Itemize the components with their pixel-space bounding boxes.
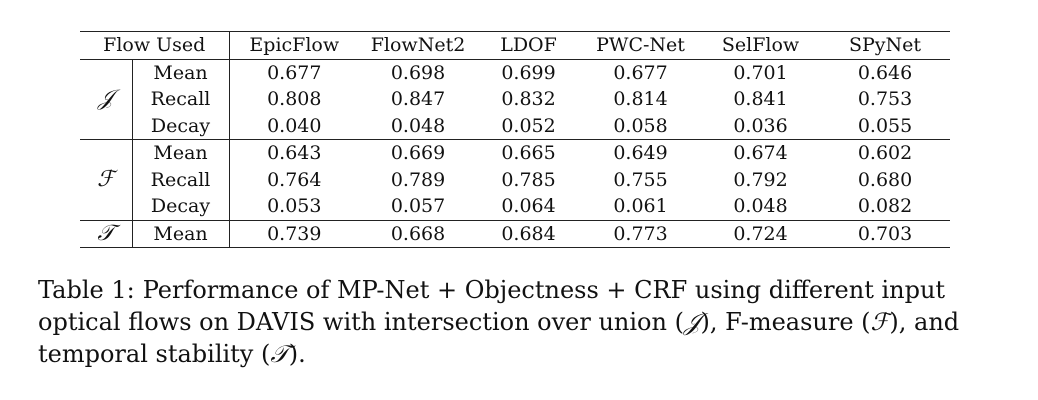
table-cell: 0.669	[359, 139, 478, 167]
table-cell: 0.058	[613, 114, 668, 137]
group-t: 𝒯 Mean 0.739 0.668 0.684 0.773 0.724 0.7…	[80, 219, 951, 248]
table-cell: 0.699	[477, 58, 581, 86]
metric-label: Decay	[132, 193, 230, 220]
table-cell: 0.048	[390, 114, 446, 137]
table-cell: 0.040	[267, 114, 322, 137]
table-cell: 0.773	[580, 219, 702, 248]
table-cell: 0.785	[501, 168, 556, 191]
caption-symbol-f: ℱ	[870, 308, 890, 336]
table-cell: 0.602	[820, 139, 951, 167]
metric-label: Mean	[132, 139, 230, 167]
group-f: ℱ Mean 0.643 0.669 0.665 0.649 0.674 0.6…	[80, 139, 951, 220]
table-cell: 0.832	[501, 88, 556, 110]
table-cell: 0.048	[733, 195, 788, 217]
column-header: EpicFlow	[249, 34, 340, 56]
table-cell: 0.814	[613, 88, 668, 110]
table-cell: 0.724	[701, 219, 821, 248]
table-cell: 0.665	[477, 139, 581, 167]
table-cell: 0.680	[857, 168, 913, 191]
header-row: Flow Used EpicFlow FlowNet2 LDOF PWC-Net…	[80, 31, 951, 59]
metric-label: Decay	[132, 112, 230, 140]
group-symbol-j: 𝒥	[80, 58, 133, 140]
column-header: SPyNet	[848, 34, 922, 56]
caption-text: Performance of MP-Net + Objectness + CRF…	[38, 276, 946, 336]
caption-label: Table 1:	[38, 276, 135, 304]
table-cell: 0.057	[390, 195, 446, 217]
group-symbol-t: 𝒯	[80, 219, 133, 248]
column-header: LDOF	[500, 34, 557, 56]
caption-text: ), and temporal stability (	[38, 308, 960, 368]
table-cell: 0.082	[857, 195, 913, 217]
caption-symbol-t: 𝒯	[270, 340, 289, 368]
group-symbol-f: ℱ	[80, 139, 133, 220]
table-cell: 0.701	[701, 58, 821, 86]
table-cell: 0.764	[267, 168, 322, 191]
table-cell: 0.643	[229, 139, 360, 167]
table-cell: 0.847	[390, 88, 446, 110]
table-cell: 0.055	[857, 114, 913, 137]
table-cell: 0.841	[733, 88, 788, 110]
table-cell: 0.052	[501, 114, 556, 137]
table-cell: 0.753	[857, 88, 913, 110]
table-row: 𝒥 Mean 0.677 0.698 0.699 0.677 0.701 0.6…	[80, 58, 951, 140]
table-cell: 0.064	[501, 195, 556, 217]
metric-label: Recall	[132, 166, 230, 193]
table-cell: 0.668	[359, 219, 478, 248]
table-cell: 0.755	[613, 168, 668, 191]
caption-text: ), F-measure (	[700, 308, 871, 336]
table-cell: 0.789	[390, 168, 446, 191]
table-row: 𝒯 Mean 0.739 0.668 0.684 0.773 0.724 0.7…	[80, 219, 951, 248]
table-cell: 0.061	[613, 195, 668, 217]
table-cell: 0.739	[229, 219, 360, 248]
column-header: PWC-Net	[596, 34, 685, 56]
table-row: Recall 0.808 0.847 0.832 0.814 0.841 0.7…	[80, 86, 950, 113]
column-header: SelFlow	[721, 34, 800, 56]
table-header: Flow Used EpicFlow FlowNet2 LDOF PWC-Net…	[80, 31, 951, 59]
table-row: Recall 0.764 0.789 0.785 0.755 0.792 0.6…	[80, 166, 950, 193]
table-cell: 0.053	[267, 195, 322, 217]
table-row: ℱ Mean 0.643 0.669 0.665 0.649 0.674 0.6…	[80, 139, 951, 220]
table-cell: 0.792	[733, 168, 788, 191]
caption-symbol-j: 𝒥	[683, 308, 701, 336]
results-table: Flow Used EpicFlow FlowNet2 LDOF PWC-Net…	[80, 31, 951, 248]
metric-label: Recall	[132, 86, 230, 113]
table-cell: 0.698	[359, 58, 478, 86]
metric-label: Mean	[132, 58, 230, 86]
table-cell: 0.674	[701, 139, 821, 167]
table-cell: 0.677	[580, 58, 702, 86]
table-row: Decay 0.053 0.057 0.064 0.061 0.048 0.08…	[80, 193, 950, 220]
table-cell: 0.703	[820, 219, 951, 248]
results-table-container: Flow Used EpicFlow FlowNet2 LDOF PWC-Net…	[80, 31, 951, 248]
table-cell: 0.684	[477, 219, 581, 248]
metric-label: Mean	[132, 219, 230, 248]
table-cell: 0.646	[820, 58, 951, 86]
table-row: Decay 0.040 0.048 0.052 0.058 0.036 0.05…	[80, 112, 950, 140]
table-cell: 0.649	[580, 139, 702, 167]
table-cell: 0.808	[267, 88, 322, 110]
table-cell: 0.677	[229, 58, 360, 86]
flow-used-header: Flow Used	[80, 31, 230, 59]
column-header: FlowNet2	[370, 34, 466, 56]
group-j: 𝒥 Mean 0.677 0.698 0.699 0.677 0.701 0.6…	[80, 58, 951, 140]
caption-text: ).	[288, 340, 306, 368]
table-caption: Table 1: Performance of MP-Net + Objectne…	[38, 274, 1000, 370]
table-cell: 0.036	[733, 114, 788, 137]
